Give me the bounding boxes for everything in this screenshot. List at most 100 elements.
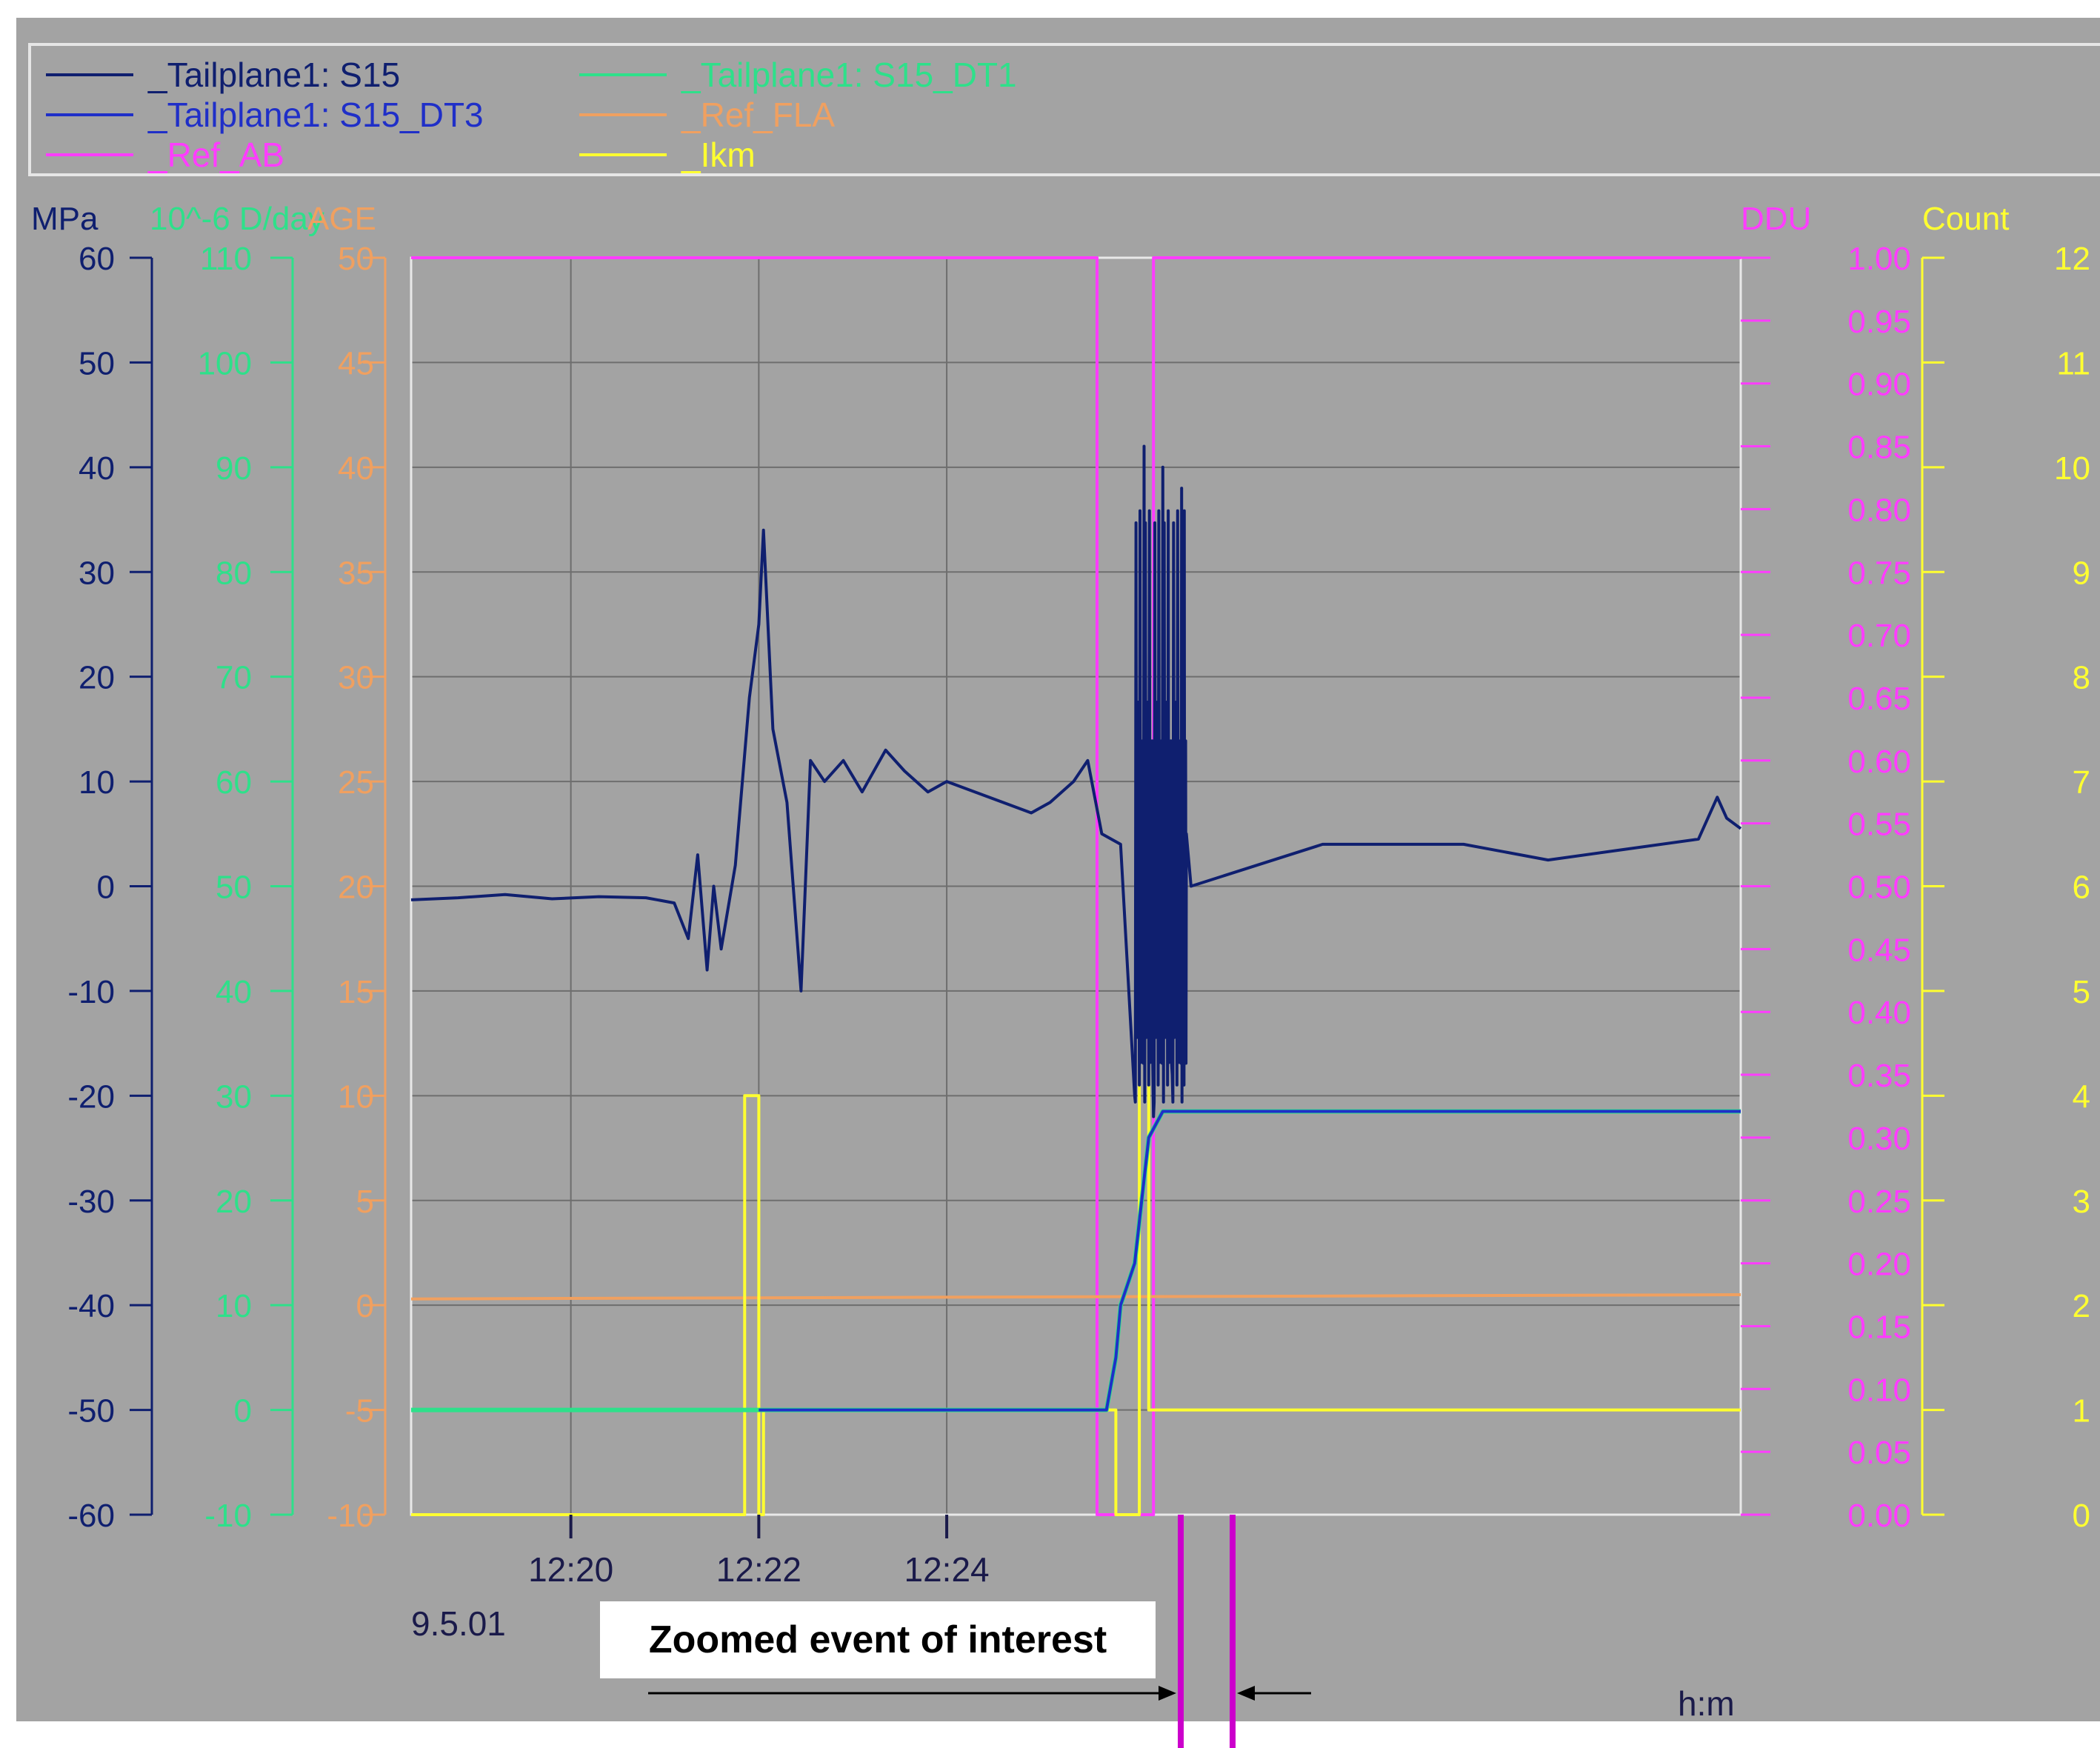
annotation bbox=[648, 1515, 1311, 1748]
y-axis-tick-label: 0.30 bbox=[1847, 1121, 1911, 1157]
y-axis-tick-label: 0.75 bbox=[1847, 555, 1911, 591]
legend-swatch bbox=[46, 73, 133, 76]
y-axis-tick-label: 50 bbox=[216, 870, 252, 906]
y-axis-tick-label: 0.00 bbox=[1847, 1498, 1911, 1534]
y-axis-tick-label: 0.20 bbox=[1847, 1247, 1911, 1283]
y-axis-tick-label: 0.80 bbox=[1847, 492, 1911, 528]
y-axis-tick-label: 10 bbox=[79, 764, 115, 801]
y-axis-tick-label: 70 bbox=[216, 660, 252, 696]
y-axis-tick-label: 100 bbox=[198, 345, 252, 381]
y-axis-tick-label: 11 bbox=[2056, 345, 2090, 381]
y-axis-tick-label: 0.15 bbox=[1847, 1309, 1911, 1345]
y-axis-tick-label: 7 bbox=[2073, 764, 2090, 801]
y-axis-tick-label: 25 bbox=[338, 764, 374, 801]
y-axis-tick-label: 60 bbox=[216, 764, 252, 801]
y-axis-tick-label: 0 bbox=[234, 1393, 252, 1430]
y-axis-tick-label: 10 bbox=[216, 1288, 252, 1324]
legend-item: _Ref_FLA bbox=[579, 95, 835, 135]
x-axis-tick-label: 12:20 bbox=[528, 1550, 613, 1589]
y-axis-tick-label: 0.05 bbox=[1847, 1435, 1911, 1471]
chart-background bbox=[16, 18, 2100, 1721]
y-axis-tick-label: 15 bbox=[338, 974, 374, 1010]
legend-label: _Tailplane1: S15_DT1 bbox=[681, 56, 1017, 94]
y-axis-tick-label: 10 bbox=[2054, 450, 2090, 487]
legend-swatch bbox=[579, 73, 667, 76]
y-axis-tick-label: 0 bbox=[97, 870, 115, 906]
y-axis-title: Count bbox=[1922, 201, 2009, 237]
x-axis-tick-label: 12:22 bbox=[716, 1550, 801, 1589]
series-line bbox=[411, 989, 1741, 1516]
legend-item: _Ref_AB bbox=[46, 135, 284, 175]
y-axis-tick-label: -60 bbox=[67, 1498, 115, 1534]
x-axis-tick-label: 12:24 bbox=[904, 1550, 990, 1589]
y-axis-tick-label: 2 bbox=[2073, 1288, 2090, 1324]
y-axis-tick-label: -5 bbox=[345, 1393, 374, 1430]
y-axis-tick-label: 5 bbox=[2073, 974, 2090, 1010]
axes: 6050403020100-10-20-30-40-50-60MPa110100… bbox=[31, 201, 2090, 1534]
y-axis-tick-label: 5 bbox=[356, 1184, 374, 1220]
y-axis-tick-label: -30 bbox=[67, 1184, 115, 1220]
y-axis-tick-label: 0.25 bbox=[1847, 1184, 1911, 1220]
y-axis-tick-label: 0.50 bbox=[1847, 870, 1911, 906]
y-axis-tick-label: 20 bbox=[216, 1184, 252, 1220]
date-label: 9.5.01 bbox=[411, 1604, 506, 1643]
series-line bbox=[410, 444, 1742, 1118]
y-axis-tick-label: 0.70 bbox=[1847, 618, 1911, 654]
series-line bbox=[759, 1110, 1741, 1412]
legend-swatch bbox=[579, 153, 667, 156]
legend-item: _Tailplane1: S15_DT1 bbox=[579, 55, 1017, 95]
y-axis-tick-label: 0.60 bbox=[1847, 744, 1911, 780]
grid bbox=[410, 256, 1742, 1516]
y-axis-tick-label: 40 bbox=[79, 450, 115, 487]
legend-swatch bbox=[46, 153, 133, 156]
series-line bbox=[411, 1109, 1741, 1412]
arrow-head-right bbox=[1237, 1686, 1255, 1701]
y-axis-title: MPa bbox=[31, 201, 99, 237]
y-axis-tick-label: 10 bbox=[338, 1078, 374, 1115]
legend-label: _Tailplane1: S15 bbox=[148, 56, 401, 94]
y-axis-tick-label: 0.45 bbox=[1847, 932, 1911, 968]
legend-label: _Tailplane1: S15_DT3 bbox=[148, 96, 484, 134]
x-axis-unit-label: h:m bbox=[1678, 1684, 1735, 1723]
y-axis-tick-label: 0.35 bbox=[1847, 1058, 1911, 1094]
y-axis-tick-label: 0.55 bbox=[1847, 807, 1911, 843]
y-axis-tick-label: 80 bbox=[216, 555, 252, 591]
legend-swatch bbox=[46, 113, 133, 116]
x-axis: 9.5.01 h:m 12:20 12:22 12:24 bbox=[411, 1515, 1735, 1723]
y-axis-tick-label: 20 bbox=[79, 660, 115, 696]
y-axis-tick-label: 30 bbox=[216, 1078, 252, 1115]
y-axis-tick-label: 1 bbox=[2073, 1393, 2090, 1430]
arrow-head-left bbox=[1159, 1686, 1176, 1701]
y-axis-tick-label: 110 bbox=[200, 241, 252, 277]
y-axis-tick-label: 60 bbox=[79, 241, 115, 277]
annotation-box: Zoomed event of interest bbox=[600, 1601, 1156, 1678]
y-axis-title: AGE bbox=[307, 201, 376, 237]
legend: _Tailplane1: S15 _Tailplane1: S15_DT3 _R… bbox=[28, 43, 2100, 176]
y-axis-tick-label: 12 bbox=[2054, 241, 2090, 277]
y-axis-tick-label: 30 bbox=[338, 660, 374, 696]
legend-item: _Tailplane1: S15_DT3 bbox=[46, 95, 484, 135]
legend-swatch bbox=[579, 113, 667, 116]
y-axis-tick-label: 0.90 bbox=[1847, 367, 1911, 403]
y-axis-tick-label: -10 bbox=[327, 1498, 374, 1534]
y-axis-tick-label: 8 bbox=[2073, 660, 2090, 696]
legend-label: _Ikm bbox=[681, 136, 756, 174]
y-axis-tick-label: -50 bbox=[67, 1393, 115, 1430]
y-axis-tick-label: 40 bbox=[338, 450, 374, 487]
series-line bbox=[410, 1293, 1741, 1301]
y-axis-tick-label: 3 bbox=[2073, 1184, 2090, 1220]
y-axis-tick-label: -40 bbox=[67, 1288, 115, 1324]
y-axis-tick-label: -20 bbox=[67, 1078, 115, 1115]
y-axis-tick-label: 50 bbox=[79, 345, 115, 381]
annotation-text: Zoomed event of interest bbox=[648, 1618, 1107, 1661]
legend-label: _Ref_FLA bbox=[681, 96, 836, 134]
legend-label: _Ref_AB bbox=[148, 136, 285, 174]
y-axis-tick-label: 30 bbox=[79, 555, 115, 591]
y-axis-tick-label: -10 bbox=[204, 1498, 252, 1534]
y-axis-tick-label: 20 bbox=[338, 870, 374, 906]
y-axis-tick-label: 1.00 bbox=[1847, 241, 1911, 277]
y-axis-tick-label: 0.65 bbox=[1847, 681, 1911, 717]
legend-item: _Tailplane1: S15 bbox=[46, 55, 400, 95]
y-axis-tick-label: 45 bbox=[338, 345, 374, 381]
